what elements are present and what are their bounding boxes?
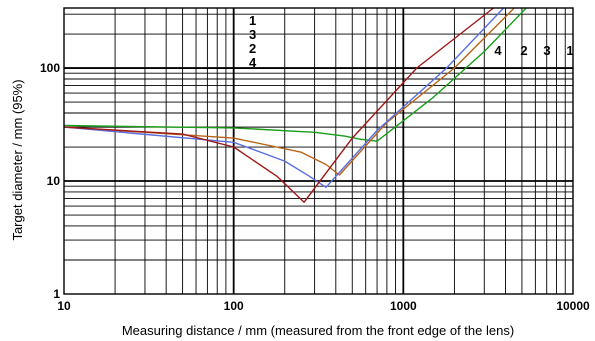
curve-label: 3 <box>543 43 550 58</box>
x-tick-label: 100 <box>224 299 244 313</box>
curve-label: 4 <box>249 55 257 70</box>
series-group <box>63 7 527 203</box>
series-line-4 <box>63 7 494 203</box>
plot-border <box>63 7 574 295</box>
x-tick-label: 1000 <box>390 299 417 313</box>
series-line-2 <box>63 7 515 176</box>
x-tick-label: 10000 <box>556 299 590 313</box>
curve-label: 4 <box>494 43 502 58</box>
plot-frame <box>63 7 574 295</box>
y-axis-label: Target diameter / mm (95%) <box>10 79 25 240</box>
y-tick-label: 100 <box>40 61 60 75</box>
curve-label: 2 <box>520 43 527 58</box>
x-axis-label: Measuring distance / mm (measured from t… <box>122 323 514 338</box>
series-line-3 <box>63 7 505 189</box>
curve-label: 3 <box>249 27 256 42</box>
curve-label: 2 <box>249 41 256 56</box>
series-line-1 <box>63 7 527 142</box>
curve-label: 1 <box>249 13 256 28</box>
x-tick-label: 10 <box>57 299 71 313</box>
y-tick-label: 1 <box>53 287 60 301</box>
y-tick-label: 10 <box>47 174 61 188</box>
curve-label: 1 <box>566 43 573 58</box>
